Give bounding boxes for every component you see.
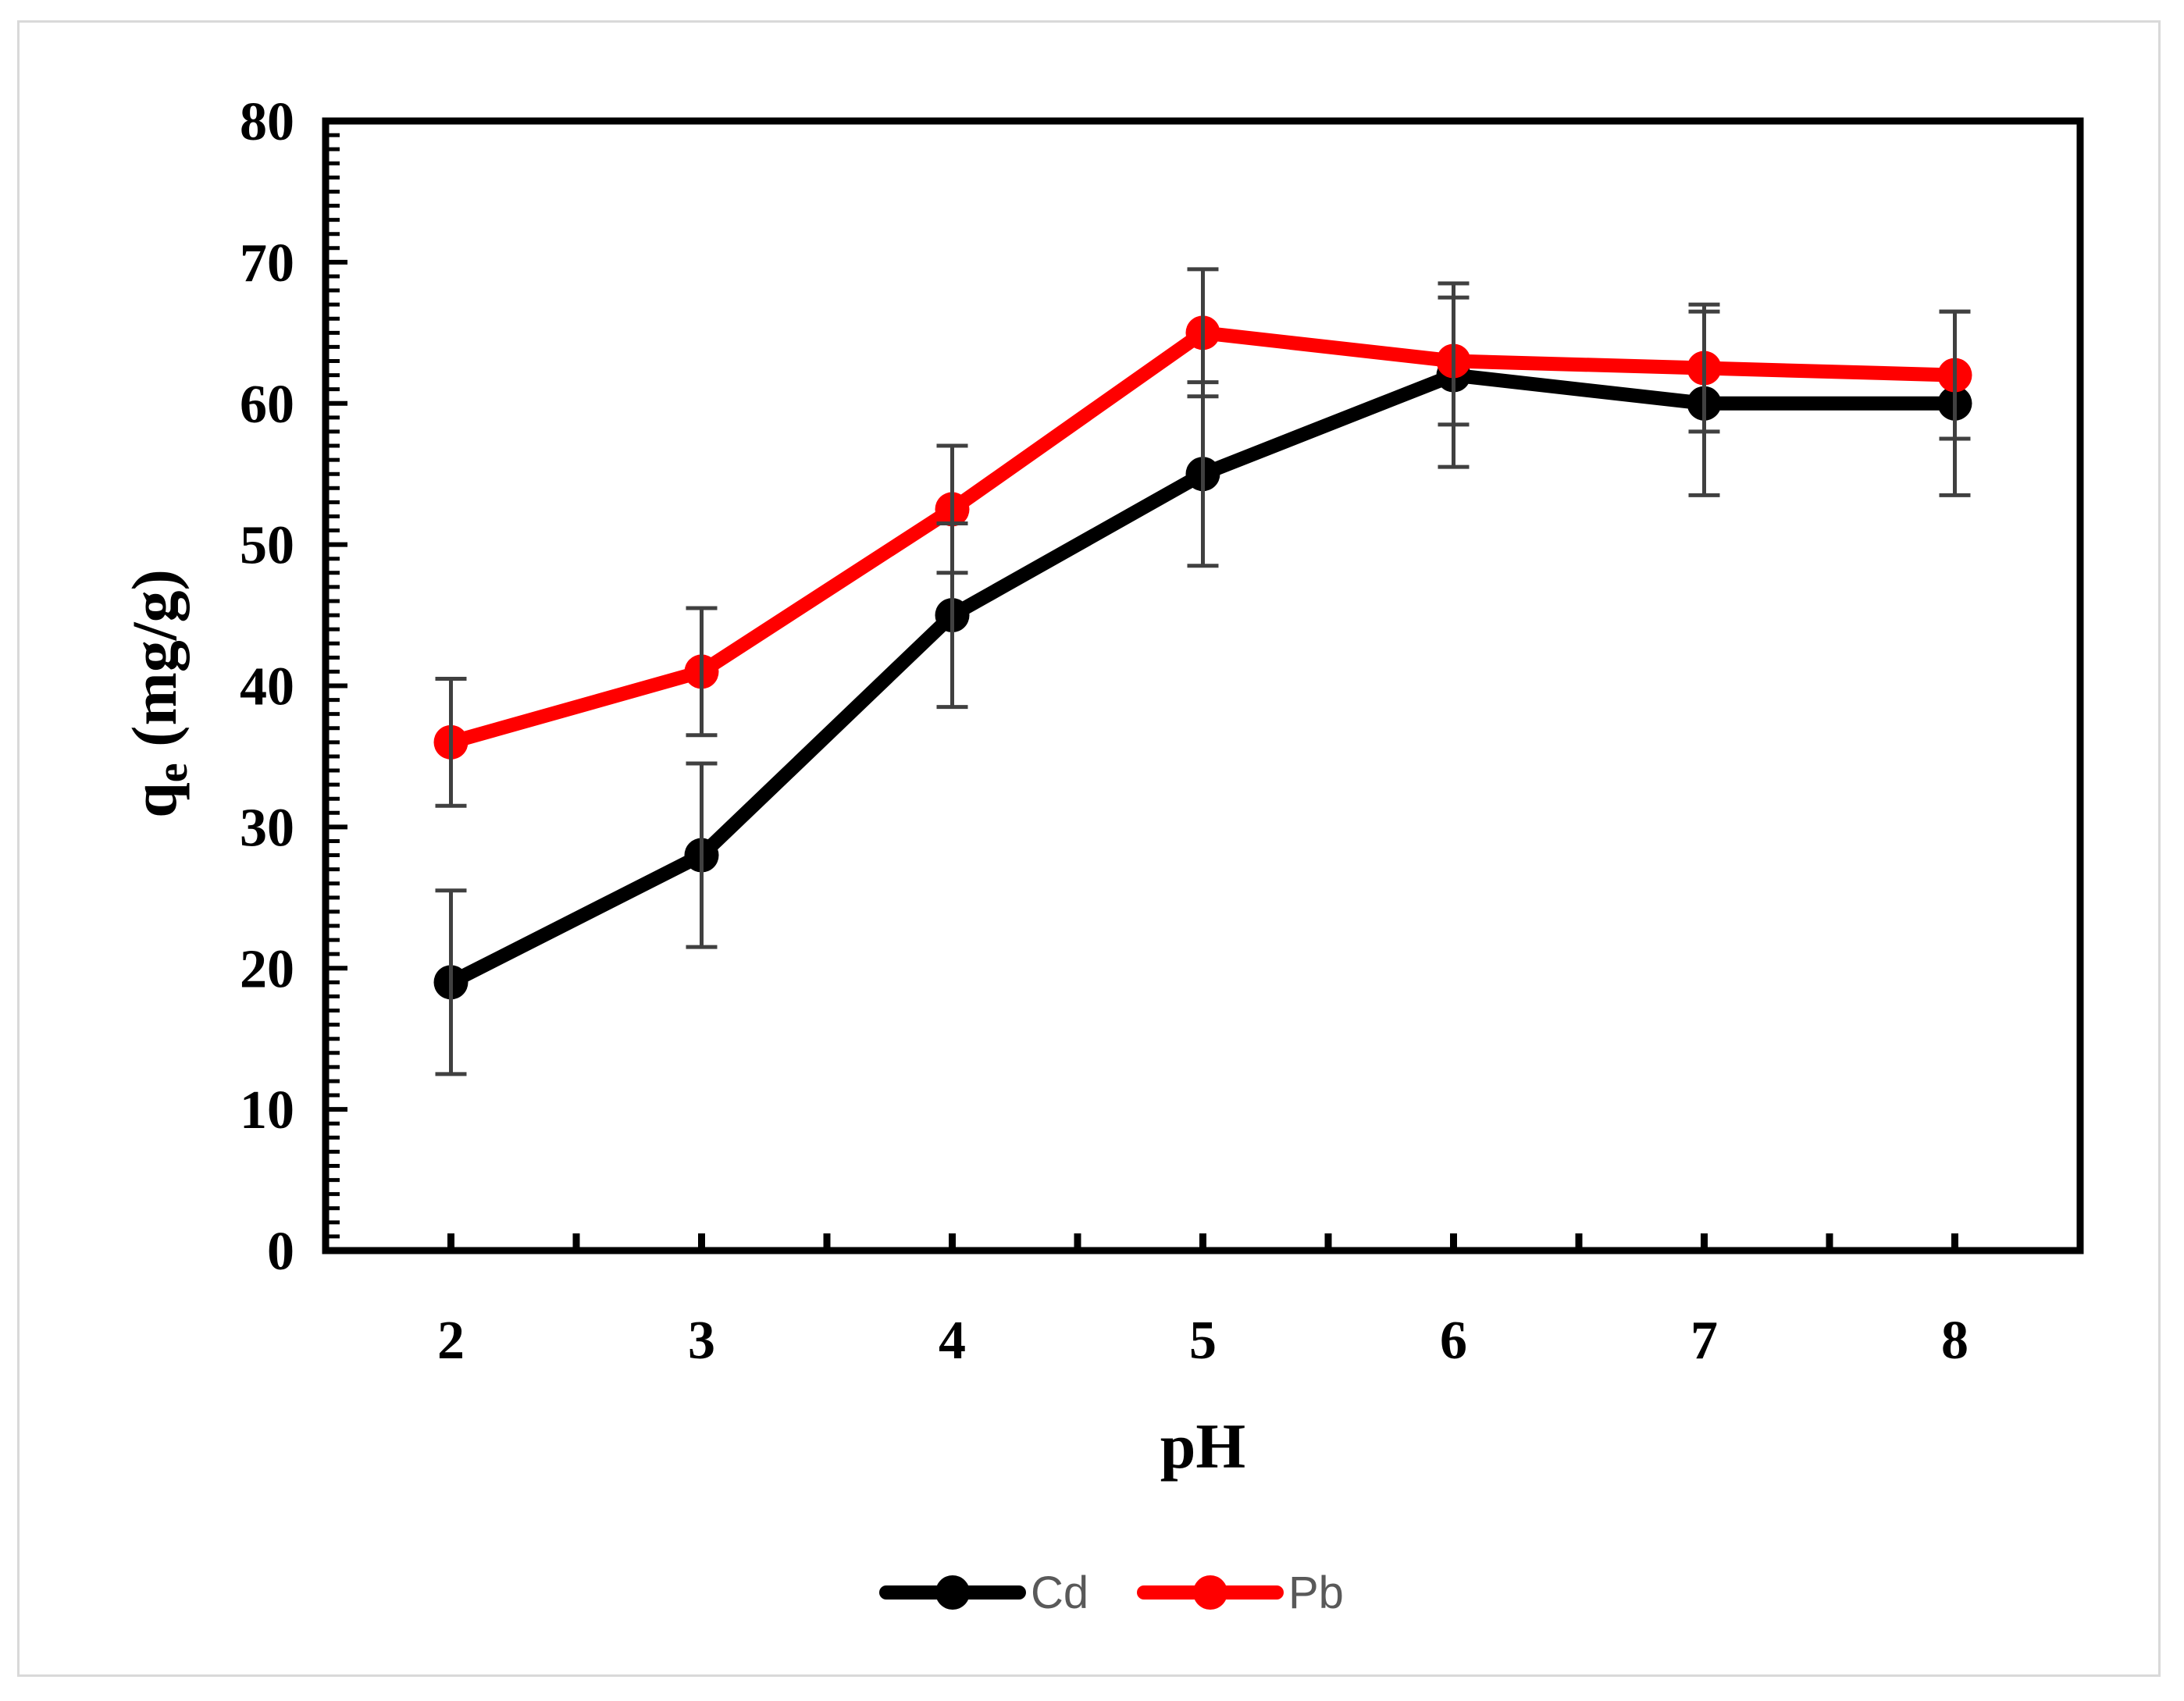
x-tick-labels: 2 3 4 5 6 7 8 [437, 1311, 1968, 1371]
x-tick-label: 7 [1691, 1311, 1718, 1371]
y-tick-label: 80 [240, 92, 294, 152]
y-tick-label: 20 [240, 939, 294, 999]
y-tick-label: 0 [267, 1222, 294, 1282]
y-tick-label: 60 [240, 375, 294, 435]
x-axis-title: pH [1160, 1411, 1245, 1482]
plot-area-border [322, 117, 2084, 1254]
y-tick-label: 70 [240, 233, 294, 294]
y-tick-label: 40 [240, 657, 294, 717]
x-tick-label: 6 [1440, 1311, 1467, 1371]
legend-label: Pb [1288, 1568, 1344, 1618]
y-tick-label: 30 [240, 798, 294, 858]
legend-item-cd: Cd [879, 1568, 1088, 1618]
x-tick-label: 4 [939, 1311, 966, 1371]
legend-label: Cd [1031, 1568, 1088, 1618]
chart-frame [17, 20, 2161, 1677]
error-bars [435, 267, 1971, 1076]
y-axis-title-subscript: e [148, 763, 197, 782]
legend-marker [1193, 1575, 1227, 1610]
error-bars-pb [435, 267, 1971, 808]
x-tick-label: 5 [1189, 1311, 1217, 1371]
x-tick-label: 3 [688, 1311, 715, 1371]
legend: Cd Pb [879, 1568, 1344, 1618]
x-tick-label: 2 [437, 1311, 465, 1371]
y-tick-labels: 0 10 20 30 40 50 60 70 80 [240, 92, 294, 1282]
y-axis-title: qe (mg/g) [119, 569, 197, 818]
y-axis-title-unit: (mg/g) [119, 569, 190, 763]
legend-item-pb: Pb [1137, 1568, 1344, 1618]
y-tick-label: 50 [240, 516, 294, 576]
y-tick-label: 10 [240, 1080, 294, 1141]
x-tick-label: 8 [1941, 1311, 1968, 1371]
y-axis-title-main: q [119, 782, 190, 818]
legend-marker [935, 1575, 970, 1610]
